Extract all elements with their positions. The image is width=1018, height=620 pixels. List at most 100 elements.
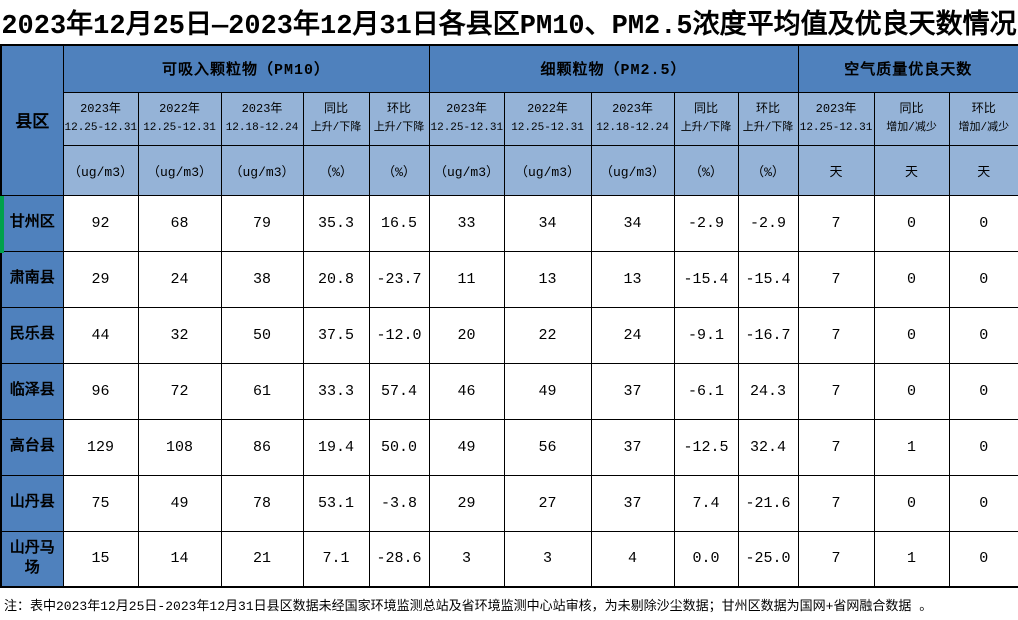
data-cell[interactable]: 7.1	[302, 530, 370, 588]
data-cell[interactable]: -2.9	[737, 194, 799, 252]
data-cell[interactable]: 20.8	[302, 250, 370, 308]
data-cell[interactable]: 92	[62, 194, 139, 252]
unit-col-3[interactable]: （%）	[302, 144, 370, 196]
data-cell[interactable]: 22	[503, 306, 592, 364]
unit-col-10[interactable]: 天	[797, 144, 875, 196]
data-cell[interactable]: 0	[948, 418, 1018, 476]
data-cell[interactable]: 7	[797, 530, 875, 588]
data-cell[interactable]: 34	[503, 194, 592, 252]
data-cell[interactable]: -12.0	[368, 306, 430, 364]
data-cell[interactable]: 0	[873, 250, 950, 308]
data-cell[interactable]: 68	[137, 194, 222, 252]
data-cell[interactable]: 0	[948, 194, 1018, 252]
data-cell[interactable]: 61	[220, 362, 304, 420]
data-cell[interactable]: 27	[503, 474, 592, 532]
data-cell[interactable]: 75	[62, 474, 139, 532]
subheader-col-12[interactable]: 环比 增加/减少	[948, 91, 1018, 146]
unit-col-5[interactable]: （ug/m3）	[428, 144, 505, 196]
data-cell[interactable]: 50.0	[368, 418, 430, 476]
data-cell[interactable]: 34	[590, 194, 675, 252]
data-cell[interactable]: 96	[62, 362, 139, 420]
data-cell[interactable]: 7	[797, 418, 875, 476]
data-cell[interactable]: 86	[220, 418, 304, 476]
group-header-good-days[interactable]: 空气质量优良天数	[797, 44, 1018, 93]
data-cell[interactable]: 108	[137, 418, 222, 476]
data-cell[interactable]: 0	[948, 362, 1018, 420]
group-header-pm10[interactable]: 可吸入颗粒物（PM10）	[62, 44, 430, 93]
data-cell[interactable]: 0.0	[673, 530, 739, 588]
data-cell[interactable]: 0	[873, 474, 950, 532]
data-cell[interactable]: 49	[137, 474, 222, 532]
data-cell[interactable]: 37	[590, 362, 675, 420]
data-cell[interactable]: -16.7	[737, 306, 799, 364]
group-header-pm25[interactable]: 细颗粒物（PM2.5）	[428, 44, 799, 93]
data-cell[interactable]: 53.1	[302, 474, 370, 532]
data-cell[interactable]: 0	[948, 306, 1018, 364]
data-cell[interactable]: 20	[428, 306, 505, 364]
data-cell[interactable]: 7.4	[673, 474, 739, 532]
data-cell[interactable]: 13	[503, 250, 592, 308]
data-cell[interactable]: 0	[948, 530, 1018, 588]
data-cell[interactable]: 33	[428, 194, 505, 252]
data-cell[interactable]: 11	[428, 250, 505, 308]
county-cell[interactable]: 临泽县	[0, 362, 64, 420]
data-cell[interactable]: 78	[220, 474, 304, 532]
county-cell[interactable]: 民乐县	[0, 306, 64, 364]
county-cell[interactable]: 山丹马场	[0, 530, 64, 588]
data-cell[interactable]: 46	[428, 362, 505, 420]
data-cell[interactable]: 7	[797, 306, 875, 364]
subheader-col-3[interactable]: 同比 上升/下降	[302, 91, 370, 146]
data-cell[interactable]: 33.3	[302, 362, 370, 420]
data-cell[interactable]: 7	[797, 474, 875, 532]
data-cell[interactable]: 0	[948, 250, 1018, 308]
data-cell[interactable]: 72	[137, 362, 222, 420]
data-cell[interactable]: 21	[220, 530, 304, 588]
data-cell[interactable]: 57.4	[368, 362, 430, 420]
unit-col-9[interactable]: （%）	[737, 144, 799, 196]
unit-col-11[interactable]: 天	[873, 144, 950, 196]
subheader-col-9[interactable]: 环比 上升/下降	[737, 91, 799, 146]
data-cell[interactable]: 3	[428, 530, 505, 588]
data-cell[interactable]: 32.4	[737, 418, 799, 476]
subheader-col-11[interactable]: 同比 增加/减少	[873, 91, 950, 146]
data-cell[interactable]: 7	[797, 362, 875, 420]
data-cell[interactable]: 7	[797, 250, 875, 308]
unit-col-1[interactable]: （ug/m3）	[137, 144, 222, 196]
data-cell[interactable]: 0	[873, 194, 950, 252]
data-cell[interactable]: 13	[590, 250, 675, 308]
unit-col-7[interactable]: （ug/m3）	[590, 144, 675, 196]
unit-col-4[interactable]: （%）	[368, 144, 430, 196]
subheader-col-8[interactable]: 同比 上升/下降	[673, 91, 739, 146]
data-cell[interactable]: 1	[873, 418, 950, 476]
subheader-col-0[interactable]: 2023年 12.25-12.31	[62, 91, 139, 146]
subheader-col-1[interactable]: 2022年 12.25-12.31	[137, 91, 222, 146]
data-cell[interactable]: 29	[428, 474, 505, 532]
data-cell[interactable]: 14	[137, 530, 222, 588]
data-cell[interactable]: 16.5	[368, 194, 430, 252]
county-cell[interactable]: 高台县	[0, 418, 64, 476]
data-cell[interactable]: 4	[590, 530, 675, 588]
data-cell[interactable]: 49	[503, 362, 592, 420]
data-cell[interactable]: 24.3	[737, 362, 799, 420]
county-cell[interactable]: 山丹县	[0, 474, 64, 532]
data-cell[interactable]: -28.6	[368, 530, 430, 588]
county-cell[interactable]: 甘州区	[0, 194, 64, 252]
data-cell[interactable]: 56	[503, 418, 592, 476]
data-cell[interactable]: 24	[590, 306, 675, 364]
data-cell[interactable]: 1	[873, 530, 950, 588]
data-cell[interactable]: 35.3	[302, 194, 370, 252]
county-cell[interactable]: 肃南县	[0, 250, 64, 308]
data-cell[interactable]: 37	[590, 474, 675, 532]
subheader-col-7[interactable]: 2023年 12.18-12.24	[590, 91, 675, 146]
data-cell[interactable]: 44	[62, 306, 139, 364]
data-cell[interactable]: 15	[62, 530, 139, 588]
data-cell[interactable]: 3	[503, 530, 592, 588]
data-cell[interactable]: 50	[220, 306, 304, 364]
data-cell[interactable]: 32	[137, 306, 222, 364]
data-cell[interactable]: 29	[62, 250, 139, 308]
data-cell[interactable]: 0	[873, 306, 950, 364]
data-cell[interactable]: -6.1	[673, 362, 739, 420]
unit-col-8[interactable]: （%）	[673, 144, 739, 196]
unit-col-12[interactable]: 天	[948, 144, 1018, 196]
data-cell[interactable]: 37.5	[302, 306, 370, 364]
